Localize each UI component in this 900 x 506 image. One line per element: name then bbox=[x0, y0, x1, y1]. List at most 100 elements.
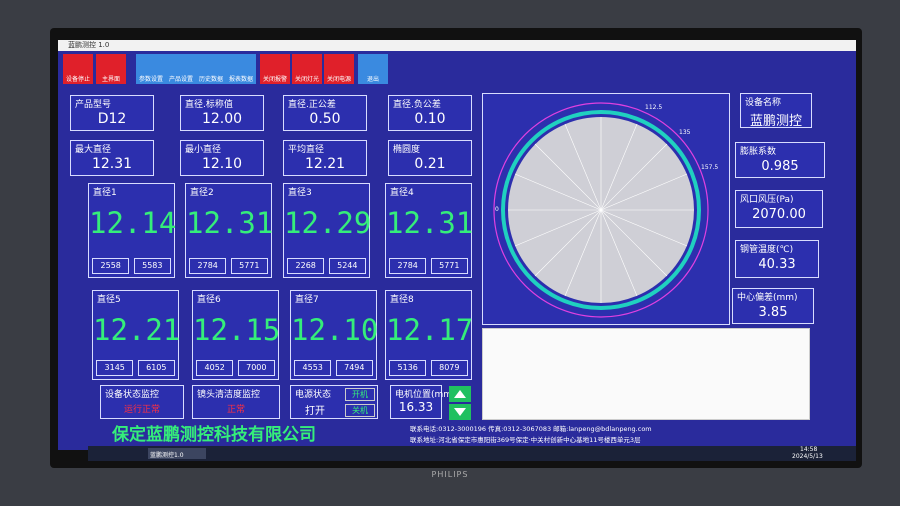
count: 2784 bbox=[189, 258, 227, 274]
tolerance-ring bbox=[493, 102, 709, 318]
toolbar-button[interactable]: 历史数据 bbox=[196, 54, 226, 84]
value: 打开 bbox=[305, 406, 325, 417]
window-title: 蓝鹏测控 1.0 bbox=[68, 41, 110, 49]
info-label: 中心偏差(mm) bbox=[737, 293, 798, 303]
company: 保定蓝鹏测控科技有限公司 bbox=[112, 425, 316, 445]
value: 正常 bbox=[226, 405, 245, 415]
info-value: 3.85 bbox=[758, 305, 788, 320]
info-label: 钢管温度(℃) bbox=[740, 245, 794, 255]
device-status: 设备状态监控 运行正常 bbox=[100, 385, 184, 419]
taskbar: 蓝鹏测控1.0 14:58 2024/5/13 bbox=[88, 446, 856, 461]
diameter-value: 12.14 bbox=[89, 206, 177, 240]
info-value: 40.33 bbox=[758, 257, 796, 272]
count: 2784 bbox=[389, 258, 427, 274]
toolbar-button[interactable]: 关闭灯光 bbox=[292, 54, 322, 84]
count: 7000 bbox=[237, 360, 275, 376]
info-value: 2070.00 bbox=[752, 207, 806, 222]
field: 直径.负公差 0.10 bbox=[388, 95, 472, 131]
contact-line: 联系地址:河北省保定市惠阳街369号保定·中关村创新中心基地11号楼西单元3层 bbox=[410, 436, 641, 444]
count: 6105 bbox=[137, 360, 175, 376]
field-label: 产品型号 bbox=[75, 100, 112, 110]
label: 设备状态监控 bbox=[105, 390, 160, 400]
field: 最小直径 12.10 bbox=[180, 140, 264, 176]
count: 5583 bbox=[133, 258, 171, 274]
field-value: D12 bbox=[97, 111, 127, 127]
gauge-label: 0 bbox=[495, 206, 499, 213]
diameter-panel: 直径7 12.10 4553 7494 bbox=[290, 290, 378, 380]
motor-buttons bbox=[449, 386, 471, 420]
power-on-button[interactable]: 开机 bbox=[345, 388, 375, 401]
gauge-label: 135 bbox=[679, 129, 691, 136]
info-field: 膨胀系数 0.985 bbox=[735, 142, 825, 178]
toolbar-button[interactable]: 关闭电源 bbox=[324, 54, 354, 84]
info-label: 风口风压(Pa) bbox=[740, 195, 794, 205]
count: 4553 bbox=[294, 360, 332, 376]
field-value: 0.50 bbox=[309, 111, 341, 127]
field-label: 最大直径 bbox=[75, 145, 112, 155]
gauge-label: 112.5 bbox=[645, 104, 663, 111]
toolbar-button[interactable]: 主界面 bbox=[96, 54, 126, 84]
power-off-button[interactable]: 关机 bbox=[345, 404, 375, 417]
count: 7494 bbox=[335, 360, 373, 376]
taskbar-app[interactable]: 蓝鹏测控1.0 bbox=[148, 448, 206, 459]
label: 镜头清洁度监控 bbox=[197, 390, 261, 400]
info-label: 膨胀系数 bbox=[740, 147, 777, 157]
toolbar-button[interactable]: 关闭报警 bbox=[260, 54, 290, 84]
motor-position: 电机位置(mm) 16.33 bbox=[390, 385, 456, 419]
field-value: 0.21 bbox=[414, 156, 446, 172]
field-label: 椭圆度 bbox=[393, 145, 421, 155]
toolbar-button[interactable]: 参数设置 bbox=[136, 54, 166, 84]
count: 5244 bbox=[328, 258, 366, 274]
count: 5771 bbox=[430, 258, 468, 274]
count: 2558 bbox=[92, 258, 130, 274]
count: 4052 bbox=[196, 360, 234, 376]
field: 平均直径 12.21 bbox=[283, 140, 367, 176]
contact-line: 联系电话:0312-3000196 传真:0312-3067083 邮箱:lan… bbox=[410, 425, 652, 433]
info-field: 设备名称 蓝鹏测控 bbox=[740, 93, 812, 129]
diameter-panel: 直径5 12.21 3145 6105 bbox=[92, 290, 181, 380]
info-field: 钢管温度(℃) 40.33 bbox=[735, 240, 819, 278]
toolbar-button[interactable]: 设备停止 bbox=[63, 54, 93, 84]
count: 5771 bbox=[230, 258, 268, 274]
field: 直径.标称值 12.00 bbox=[180, 95, 264, 131]
diameter-value: 12.31 bbox=[386, 206, 474, 240]
diameter-panel: 直径1 12.14 2558 5583 bbox=[88, 183, 177, 278]
field-label: 平均直径 bbox=[288, 145, 325, 155]
brand: PHILIPS bbox=[431, 470, 469, 479]
field: 最大直径 12.31 bbox=[70, 140, 154, 176]
diameter-label: 直径7 bbox=[295, 295, 319, 305]
field-value: 12.10 bbox=[201, 156, 243, 172]
diameter-panel: 直径2 12.31 2784 5771 bbox=[185, 183, 274, 278]
gauge bbox=[493, 102, 709, 318]
label: 电源状态 bbox=[295, 390, 332, 400]
field: 产品型号 D12 bbox=[70, 95, 154, 131]
spokes bbox=[508, 117, 694, 303]
diameter-panel: 直径8 12.17 5136 8079 bbox=[385, 290, 474, 380]
value: 16.33 bbox=[398, 400, 434, 414]
count: 8079 bbox=[430, 360, 468, 376]
count: 5136 bbox=[389, 360, 427, 376]
info-field: 中心偏差(mm) 3.85 bbox=[732, 288, 814, 324]
diameter-label: 直径4 bbox=[390, 188, 414, 198]
count: 2268 bbox=[287, 258, 325, 274]
toolbar-button[interactable]: 报表数据 bbox=[226, 54, 256, 84]
field-value: 12.31 bbox=[91, 156, 133, 172]
diameter-label: 直径6 bbox=[197, 295, 221, 305]
toolbar-button[interactable]: 退出 bbox=[358, 54, 388, 84]
diameter-value: 12.21 bbox=[93, 313, 181, 347]
trend-chart bbox=[482, 328, 810, 420]
diameter-panel: 直径4 12.31 2784 5771 bbox=[385, 183, 474, 278]
diameter-label: 直径8 bbox=[390, 295, 414, 305]
diameter-value: 12.31 bbox=[186, 206, 274, 240]
field-value: 12.21 bbox=[304, 156, 346, 172]
diameter-label: 直径3 bbox=[288, 188, 312, 198]
info-value: 蓝鹏测控 bbox=[749, 114, 802, 129]
toolbar-button[interactable]: 产品设置 bbox=[166, 54, 196, 84]
info-value: 0.985 bbox=[761, 159, 799, 174]
diameter-value: 12.17 bbox=[386, 313, 474, 347]
field-label: 直径.负公差 bbox=[393, 100, 441, 110]
gauge-label: 157.5 bbox=[701, 164, 719, 171]
diameter-panel: 直径3 12.29 2268 5244 bbox=[283, 183, 371, 278]
info-field: 风口风压(Pa) 2070.00 bbox=[735, 190, 823, 228]
